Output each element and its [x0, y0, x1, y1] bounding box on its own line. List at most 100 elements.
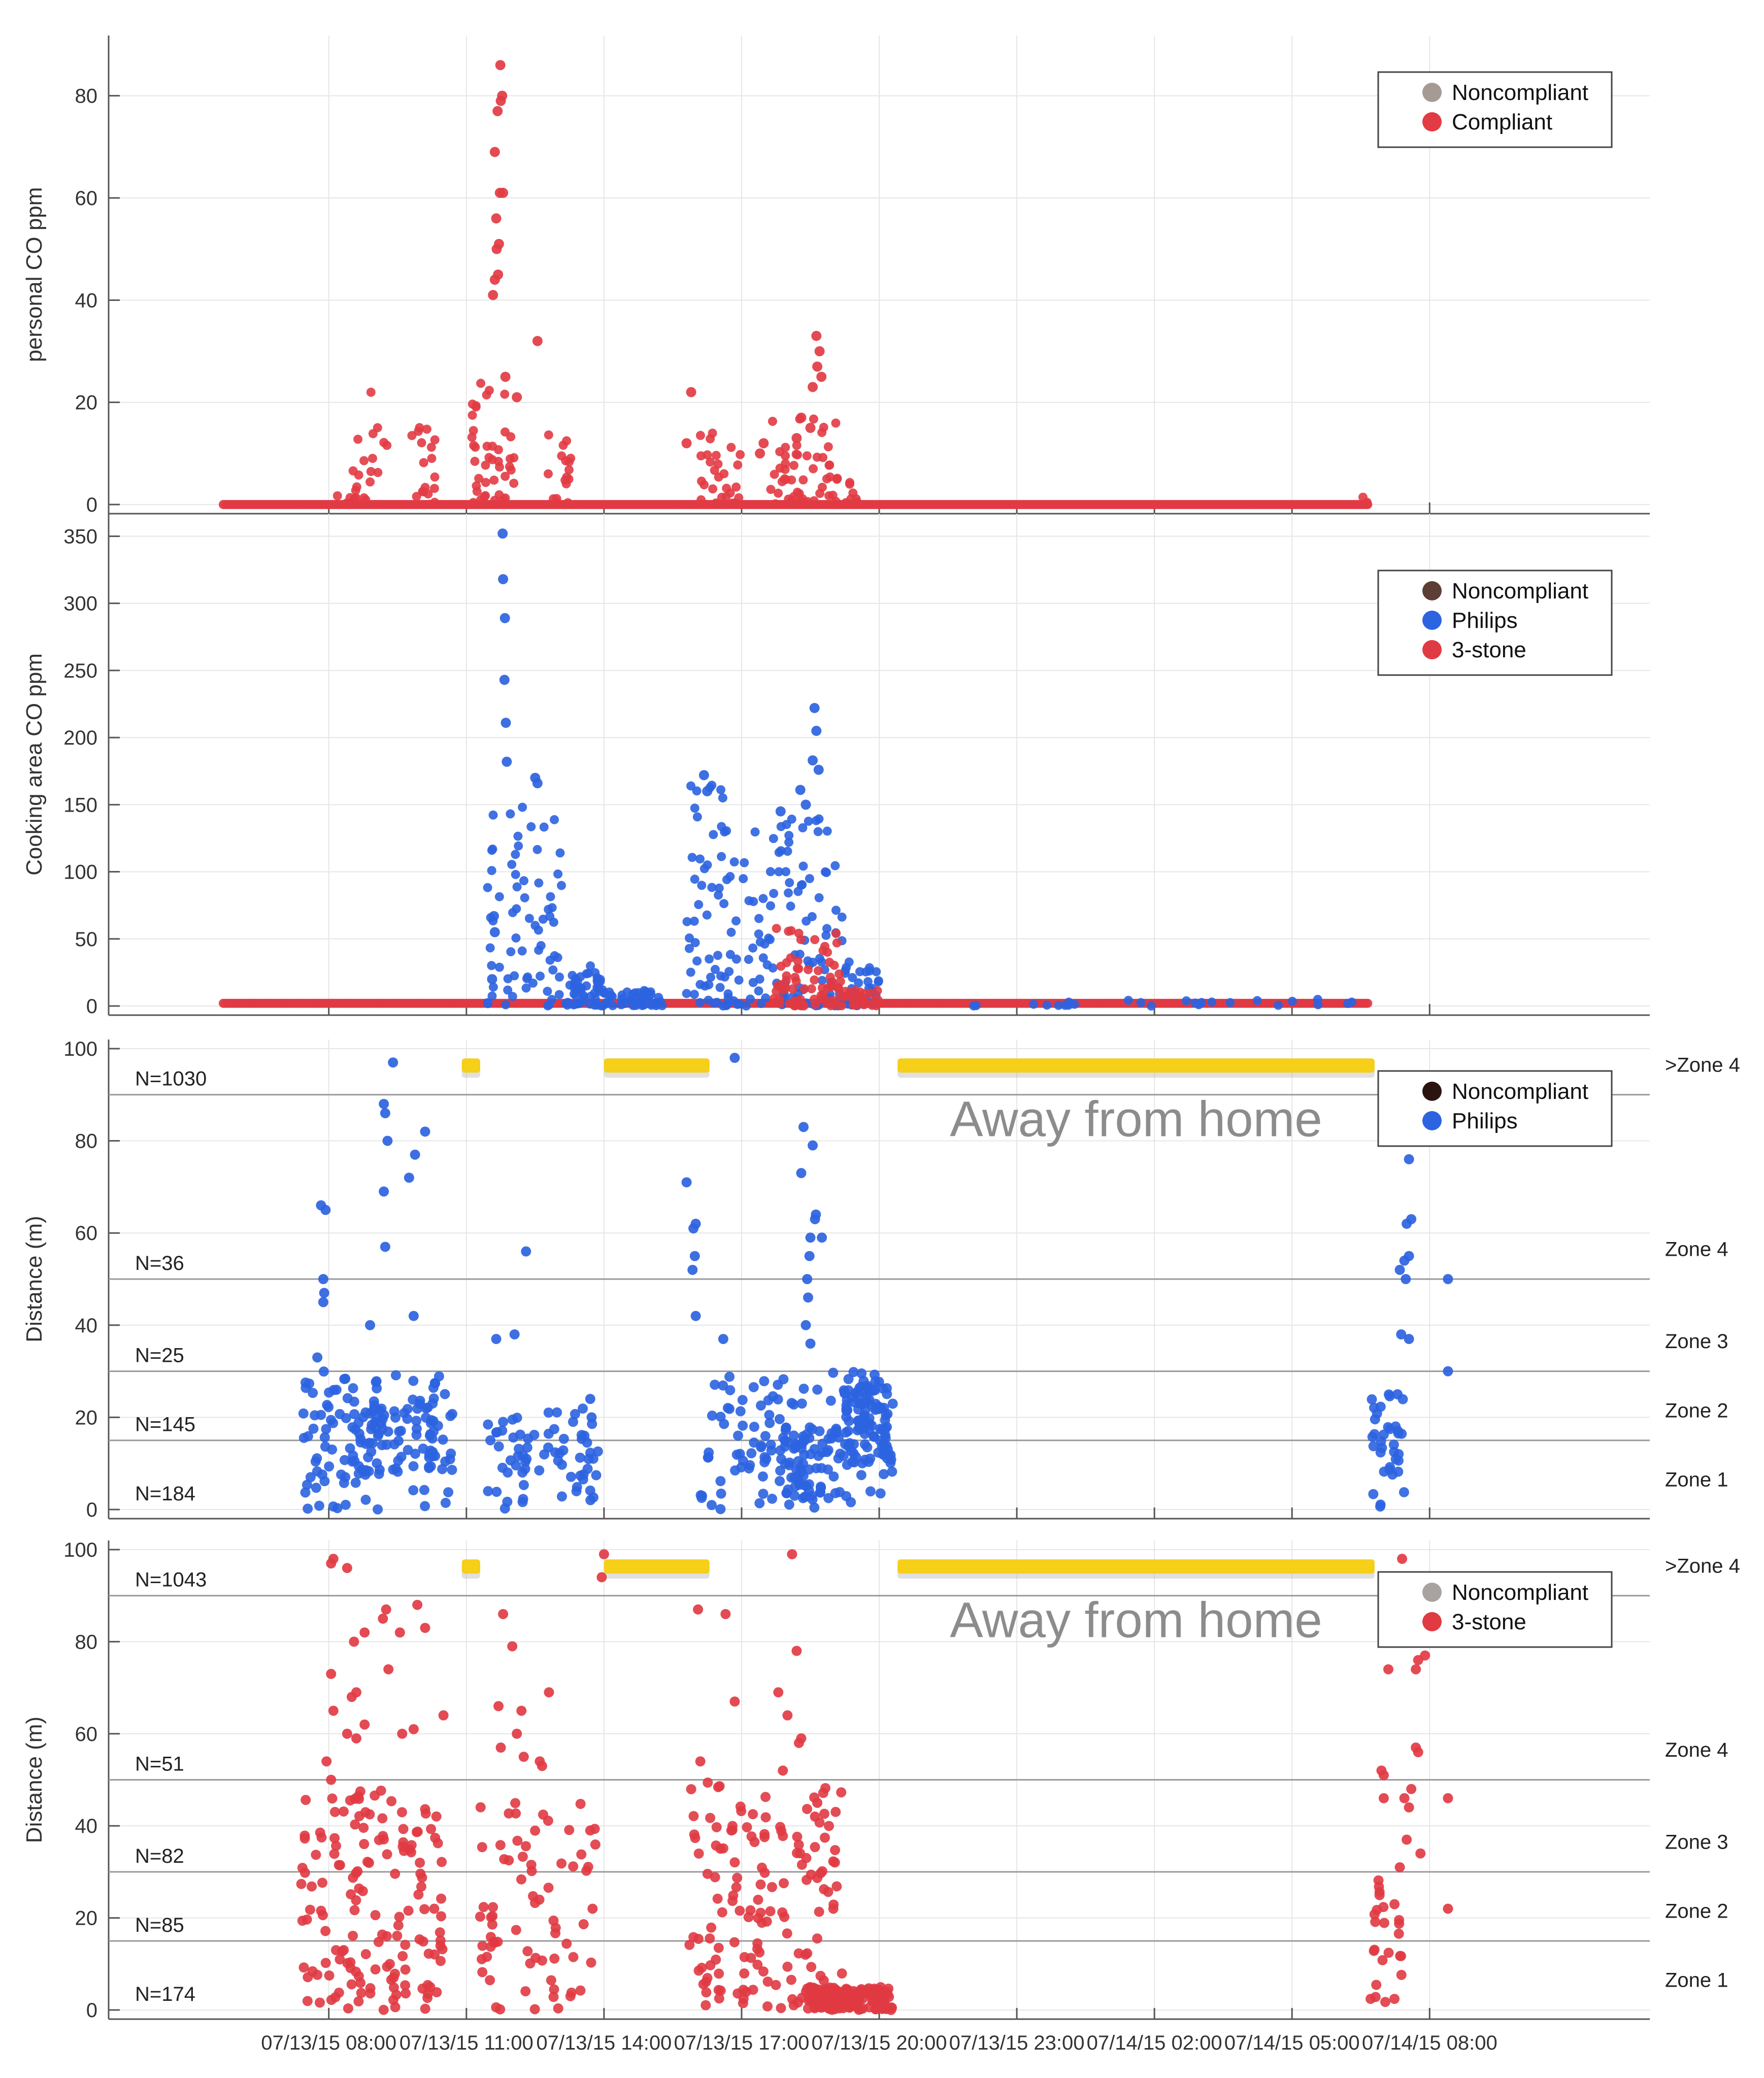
data-point — [481, 460, 490, 470]
data-point — [831, 929, 841, 939]
data-point — [628, 996, 638, 1006]
data-point — [544, 430, 553, 440]
data-point — [856, 1470, 867, 1481]
data-point — [408, 1311, 419, 1321]
data-point — [512, 392, 522, 403]
y-tick-label: 20 — [75, 1907, 98, 1930]
data-point — [579, 1430, 590, 1441]
data-point — [358, 1823, 369, 1833]
data-point — [383, 1426, 393, 1437]
data-point — [798, 861, 808, 871]
data-point — [583, 1862, 593, 1872]
data-point — [824, 491, 834, 500]
data-point — [353, 434, 363, 444]
data-point — [320, 1926, 331, 1936]
data-point — [755, 1400, 766, 1411]
data-point — [748, 1809, 758, 1820]
data-point — [765, 867, 775, 877]
x-tick-label: 07/13/15 08:00 — [261, 2032, 396, 2054]
data-point — [526, 822, 536, 831]
data-point — [398, 1824, 409, 1834]
data-point — [492, 106, 503, 116]
data-point — [1147, 1001, 1156, 1011]
data-point — [759, 1867, 770, 1878]
data-point — [698, 770, 709, 781]
data-point — [328, 1501, 339, 1512]
data-point — [837, 912, 847, 922]
data-point — [546, 1975, 556, 1986]
data-point — [792, 963, 802, 973]
data-point — [321, 1424, 331, 1434]
data-point — [793, 1948, 804, 1959]
data-point — [814, 346, 825, 356]
data-point — [793, 956, 803, 966]
data-point — [791, 1848, 802, 1858]
data-point — [831, 906, 841, 915]
away-from-home-bar — [604, 1058, 710, 1073]
data-point — [718, 793, 727, 803]
data-point — [543, 469, 553, 479]
data-point — [373, 1430, 383, 1441]
zone-count-label: N=51 — [135, 1753, 184, 1775]
data-point — [693, 1848, 704, 1859]
data-point — [836, 977, 845, 986]
data-point — [1361, 499, 1371, 509]
data-point — [781, 867, 791, 877]
legend-label: Noncompliant — [1452, 579, 1588, 604]
data-point — [512, 1835, 523, 1846]
data-point — [1378, 1902, 1389, 1913]
data-point — [689, 916, 699, 926]
data-point — [543, 1883, 554, 1893]
data-point — [329, 1849, 340, 1859]
data-point — [793, 1737, 804, 1748]
data-point — [682, 989, 691, 998]
data-point — [437, 1464, 448, 1474]
data-point — [600, 999, 610, 1009]
data-point — [856, 1368, 867, 1379]
data-point — [400, 1980, 411, 1991]
data-point — [802, 1948, 813, 1959]
data-point — [318, 1297, 328, 1308]
data-point — [516, 1705, 527, 1716]
zone-label: >Zone 4 — [1665, 1054, 1740, 1076]
data-point — [818, 2001, 829, 2012]
data-point — [396, 1807, 407, 1818]
data-point — [330, 1945, 341, 1956]
legend-label: Noncompliant — [1452, 1580, 1588, 1605]
data-point — [1274, 1000, 1283, 1010]
data-point — [828, 1367, 839, 1378]
data-point — [532, 778, 543, 789]
data-point — [832, 938, 842, 948]
data-point — [503, 985, 513, 995]
data-point — [864, 1413, 875, 1424]
data-point — [361, 495, 371, 505]
data-point — [568, 970, 577, 980]
data-point — [1401, 1274, 1411, 1284]
data-point — [298, 1962, 309, 1973]
data-point — [420, 1804, 430, 1815]
data-point — [865, 966, 875, 976]
data-point — [539, 822, 549, 832]
data-point — [831, 1881, 842, 1892]
data-point — [705, 1813, 716, 1823]
data-point — [812, 361, 823, 372]
data-point — [801, 1491, 811, 1502]
zone-count-label: N=1030 — [135, 1068, 207, 1090]
data-point — [714, 890, 723, 900]
data-point — [822, 826, 832, 836]
data-point — [481, 491, 490, 500]
legend-label: Compliant — [1452, 110, 1552, 135]
data-point — [477, 1842, 487, 1853]
data-point — [415, 1857, 425, 1868]
data-point — [855, 1989, 866, 2000]
data-point — [469, 498, 478, 508]
data-point — [1404, 1154, 1414, 1164]
data-point — [1388, 1439, 1399, 1450]
data-point — [728, 1890, 739, 1901]
data-point — [822, 474, 831, 484]
data-point — [315, 1827, 325, 1838]
chart-panel-cooking: 0 50 100 150 200 250 300 350 Cooking area CO ppm… — [22, 514, 1650, 1018]
data-point — [756, 1440, 767, 1451]
data-point — [1374, 1887, 1385, 1897]
data-point — [426, 443, 436, 452]
